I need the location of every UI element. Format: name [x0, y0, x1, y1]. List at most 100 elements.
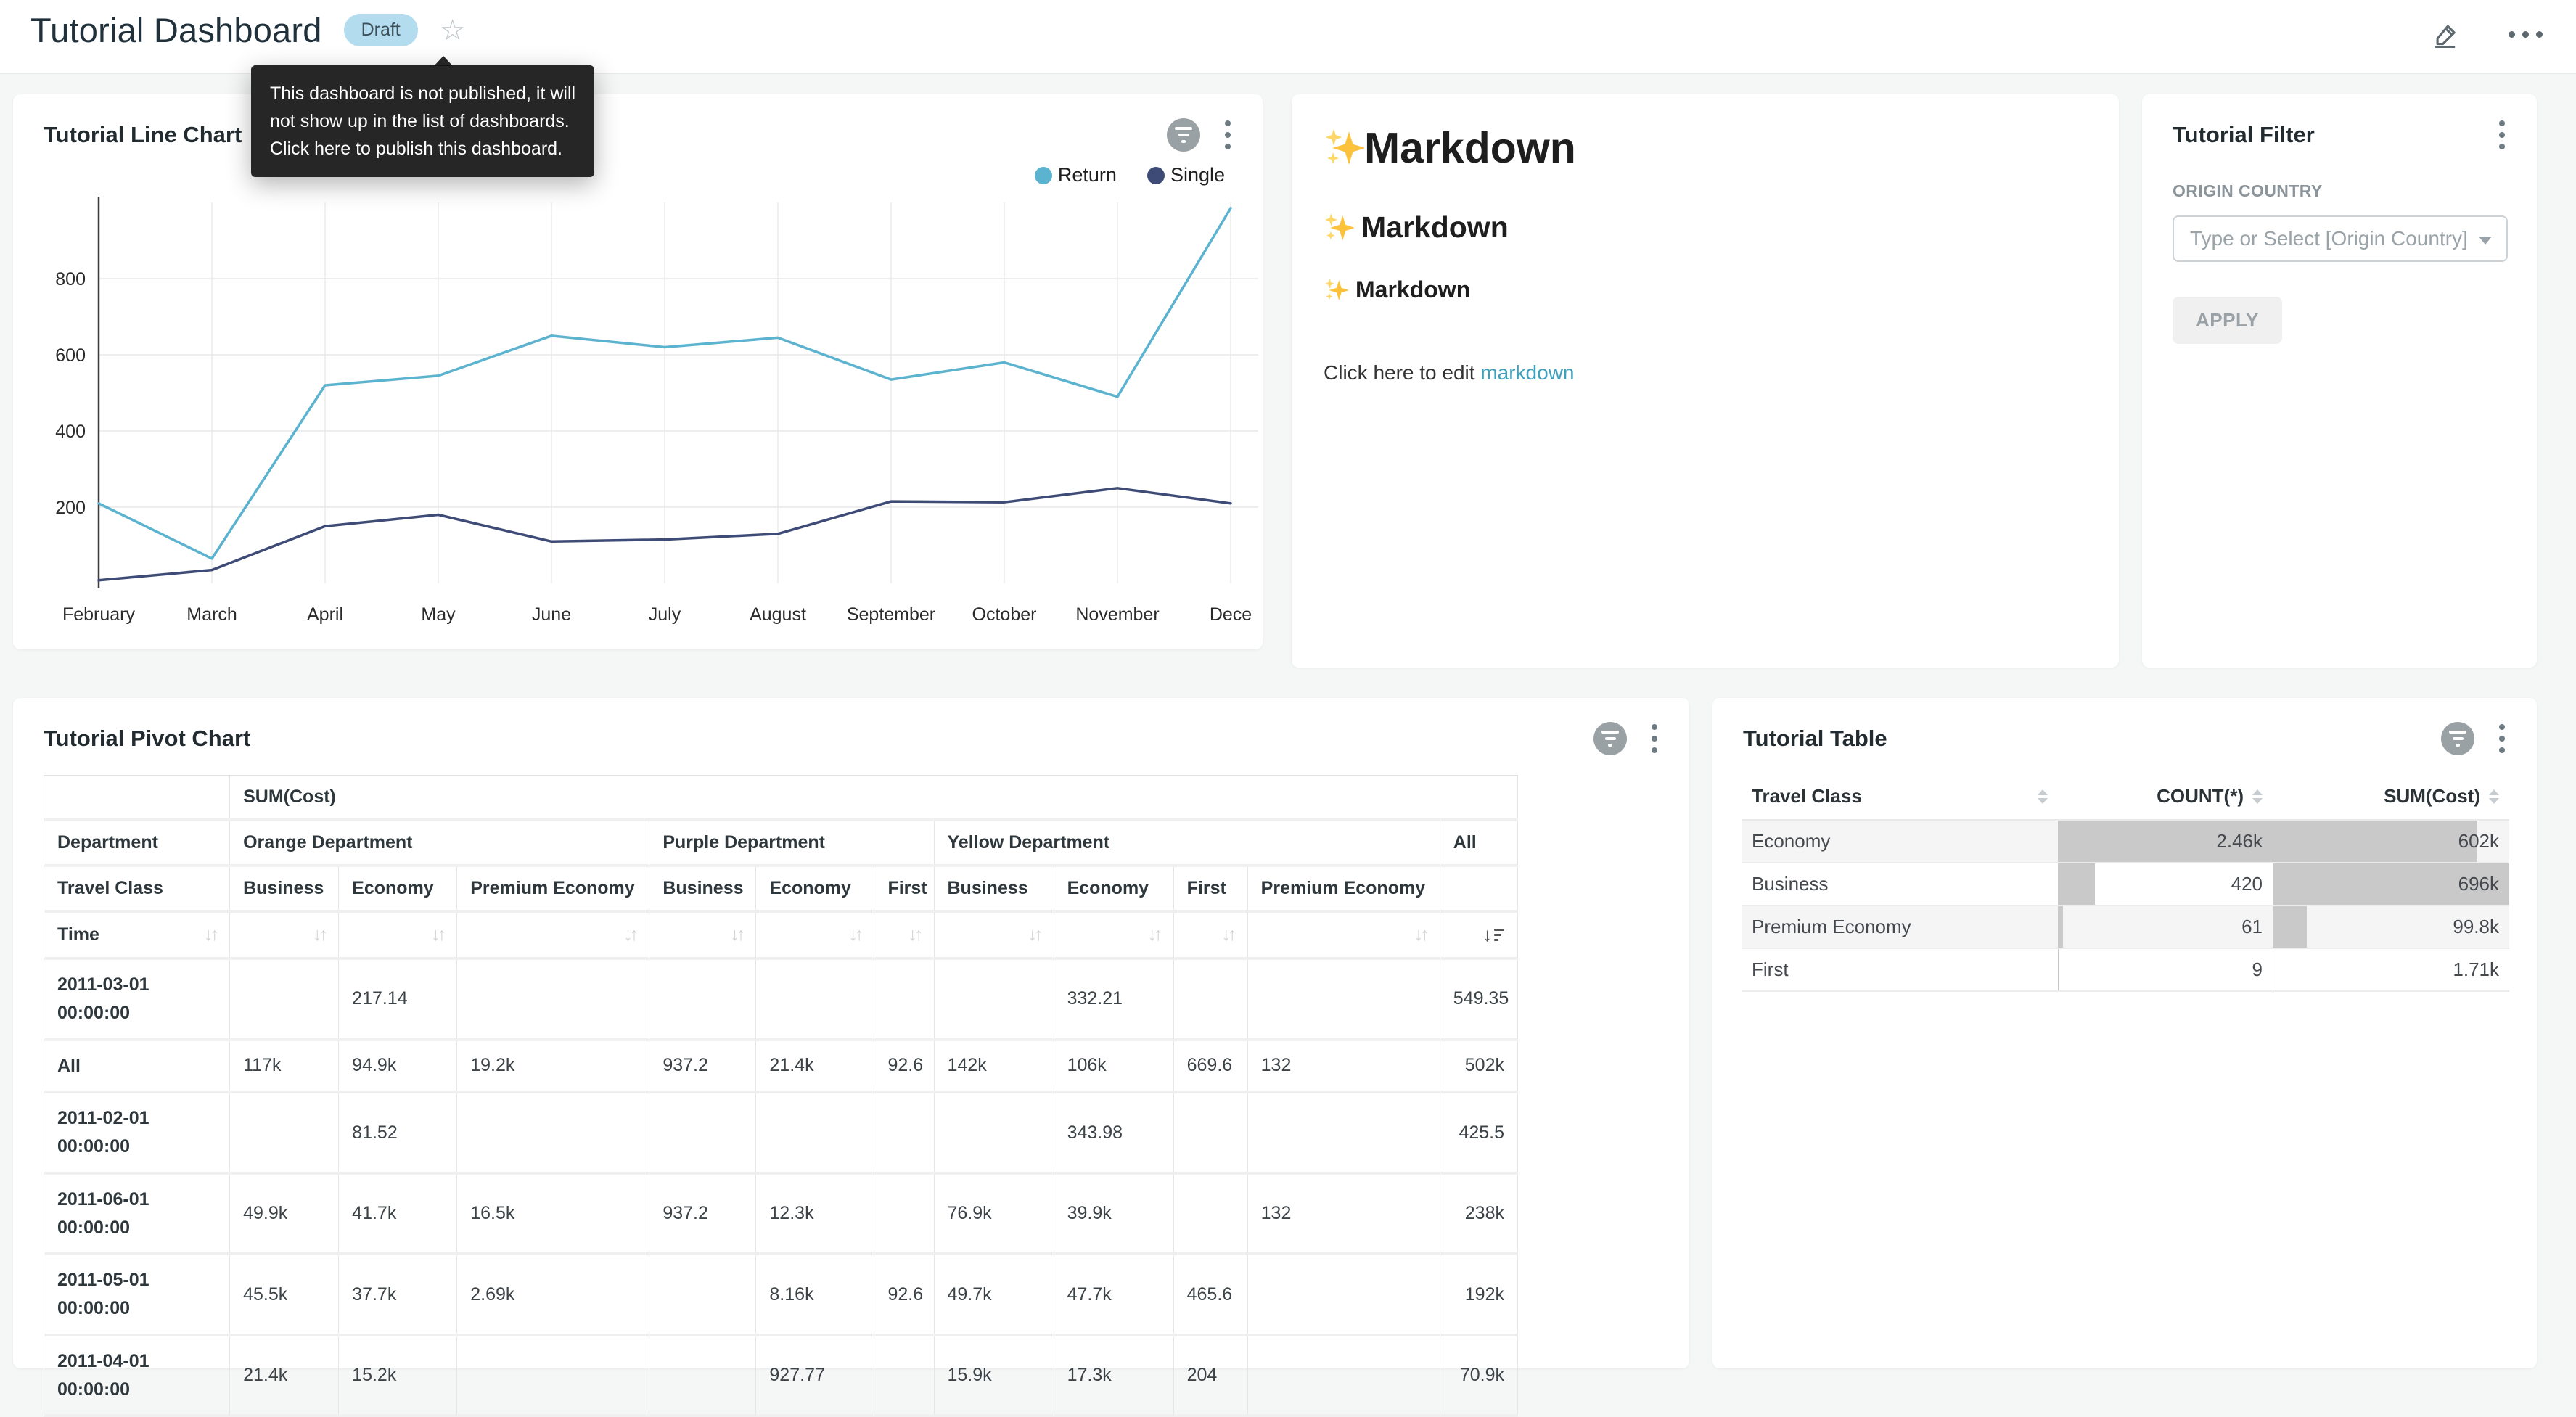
pivot-cell: 132: [1247, 1173, 1440, 1254]
line-chart-title: Tutorial Line Chart: [44, 122, 242, 148]
pivot-row-time: 2011-03-01 00:00:00: [44, 958, 230, 1040]
header-actions: [2433, 20, 2543, 48]
pivot-cell: 425.5: [1440, 1092, 1517, 1173]
table-cell-count: 420: [2058, 863, 2273, 905]
legend-label-return: Return: [1058, 164, 1117, 186]
table-cell-travel-class: Premium Economy: [1742, 905, 2058, 948]
x-axis-label: February: [62, 604, 136, 625]
pivot-data-row: 2011-02-01 00:00:0081.52343.98425.5: [44, 1092, 1518, 1173]
kebab-menu-icon[interactable]: [2496, 118, 2508, 152]
apply-button[interactable]: APPLY: [2173, 297, 2282, 344]
kebab-menu-icon[interactable]: [1222, 118, 1234, 152]
table-card-header: Tutorial Table: [1712, 698, 2537, 756]
table-cell-travel-class: Business: [1742, 863, 2058, 905]
pivot-cell: 937.2: [649, 1040, 756, 1093]
pivot-cell: 16.5k: [457, 1173, 649, 1254]
legend-item-return[interactable]: Return: [1035, 164, 1117, 186]
kebab-menu-icon[interactable]: [2496, 721, 2508, 756]
sort-arrows-icon[interactable]: ↓↑: [1222, 924, 1234, 945]
x-axis-label: May: [421, 604, 456, 625]
line-chart-card-header: Tutorial Line Chart: [13, 94, 1263, 152]
column-header-count[interactable]: COUNT(*): [2058, 773, 2273, 820]
pivot-cell: 37.7k: [339, 1254, 457, 1335]
filter-card: Tutorial Filter ORIGIN COUNTRY Type or S…: [2142, 94, 2537, 668]
value-proportion-bar: [2058, 863, 2095, 905]
pivot-cell: 343.98: [1054, 1092, 1173, 1173]
pivot-cell: [874, 1092, 934, 1173]
pivot-measure-label: SUM(Cost): [230, 776, 1518, 821]
line-chart-plot: 200400600800FebruaryMarchAprilMayJuneJul…: [13, 188, 1263, 645]
pivot-sort-cell: ↓↑: [934, 911, 1054, 958]
x-axis-label: October: [972, 604, 1037, 625]
pivot-cell: [457, 958, 649, 1040]
column-header-travel-class[interactable]: Travel Class: [1742, 773, 2058, 820]
value-proportion-bar: [2058, 906, 2063, 948]
pivot-chart-title: Tutorial Pivot Chart: [44, 726, 250, 752]
star-icon[interactable]: ☆: [440, 16, 466, 45]
table-cell-travel-class: Economy: [1742, 820, 2058, 863]
sort-arrows-icon[interactable]: ↓↑: [730, 924, 742, 945]
x-axis-label: September: [847, 604, 935, 625]
sort-arrows-icon: [2038, 789, 2048, 804]
draft-tooltip: This dashboard is not published, it will…: [251, 65, 594, 177]
legend-item-single[interactable]: Single: [1147, 164, 1225, 186]
sort-arrows-icon[interactable]: ↓↑: [204, 924, 216, 945]
pivot-travel-class-header: [1440, 866, 1517, 911]
pivot-cell: [649, 1092, 756, 1173]
pivot-cell: 549.35: [1440, 958, 1517, 1040]
filter-applied-badge-icon[interactable]: [1167, 118, 1200, 152]
pivot-cell: 117k: [230, 1040, 339, 1093]
table-cell-count: 61: [2058, 905, 2273, 948]
pivot-cell: 927.77: [756, 1335, 874, 1416]
pivot-row-time: 2011-04-01 00:00:00: [44, 1335, 230, 1416]
pivot-cell: 465.6: [1173, 1254, 1247, 1335]
edit-pencil-icon[interactable]: [2433, 20, 2461, 48]
pivot-cell: [756, 1092, 874, 1173]
pivot-cell: [934, 958, 1054, 1040]
filter-applied-badge-icon[interactable]: [1593, 722, 1627, 755]
y-axis-tick: 800: [55, 269, 86, 289]
sort-arrows-icon[interactable]: ↓↑: [313, 924, 325, 945]
sort-arrows-icon[interactable]: ↓↑: [1028, 924, 1041, 945]
sort-arrows-icon[interactable]: ↓↑: [431, 924, 443, 945]
pivot-travel-class-row: Travel ClassBusinessEconomyPremium Econo…: [44, 866, 1518, 911]
pivot-table: SUM(Cost)DepartmentOrange DepartmentPurp…: [44, 775, 1518, 1417]
pivot-corner-blank: [44, 776, 230, 821]
draft-status-badge[interactable]: Draft: [344, 14, 418, 46]
kebab-menu-icon[interactable]: [1649, 721, 1660, 756]
pivot-travel-class-header: Business: [934, 866, 1054, 911]
table-row: Premium Economy6199.8k: [1742, 905, 2509, 948]
pivot-cell: 47.7k: [1054, 1254, 1173, 1335]
pivot-cell: [649, 1335, 756, 1416]
column-header-sum-cost[interactable]: SUM(Cost): [2273, 773, 2509, 820]
sort-descending-icon[interactable]: ↓: [1482, 924, 1504, 946]
markdown-edit-link[interactable]: markdown: [1480, 361, 1574, 384]
pivot-cell: [457, 1335, 649, 1416]
sort-arrows-icon[interactable]: ↓↑: [908, 924, 921, 945]
pivot-data-row: 2011-06-01 00:00:0049.9k41.7k16.5k937.21…: [44, 1173, 1518, 1254]
pivot-sort-cell: ↓↑: [1054, 911, 1173, 958]
sort-arrows-icon[interactable]: ↓↑: [848, 924, 861, 945]
filter-card-header: Tutorial Filter: [2142, 94, 2537, 152]
pivot-cell: 92.6: [874, 1040, 934, 1093]
ellipsis-icon[interactable]: [2509, 31, 2543, 38]
y-axis-tick: 200: [55, 498, 86, 518]
pivot-cell: 12.3k: [756, 1173, 874, 1254]
x-axis-label: April: [307, 604, 343, 625]
filter-applied-badge-icon[interactable]: [2441, 722, 2474, 755]
sparkles-icon: [1324, 278, 1348, 303]
pivot-cell: [874, 1173, 934, 1254]
origin-country-select[interactable]: Type or Select [Origin Country]: [2173, 215, 2508, 262]
sort-arrows-icon[interactable]: ↓↑: [1148, 924, 1160, 945]
tutorial-table-header-row: Travel Class COUNT(*) SUM(Cost): [1742, 773, 2509, 820]
origin-country-label: ORIGIN COUNTRY: [2173, 181, 2508, 201]
sort-arrows-icon[interactable]: ↓↑: [1414, 924, 1427, 945]
sort-arrows-icon[interactable]: ↓↑: [623, 924, 636, 945]
dashboard-header: Tutorial Dashboard Draft ☆: [0, 0, 2576, 74]
table-cell-sum: 602k: [2273, 820, 2509, 863]
pivot-cell: 21.4k: [230, 1335, 339, 1416]
value-proportion-bar: [2058, 949, 2059, 990]
pivot-department-header: Purple Department: [649, 820, 934, 866]
pivot-cell: [756, 958, 874, 1040]
dashboard-page: Tutorial Dashboard Draft ☆ This dashboar…: [0, 0, 2576, 1400]
